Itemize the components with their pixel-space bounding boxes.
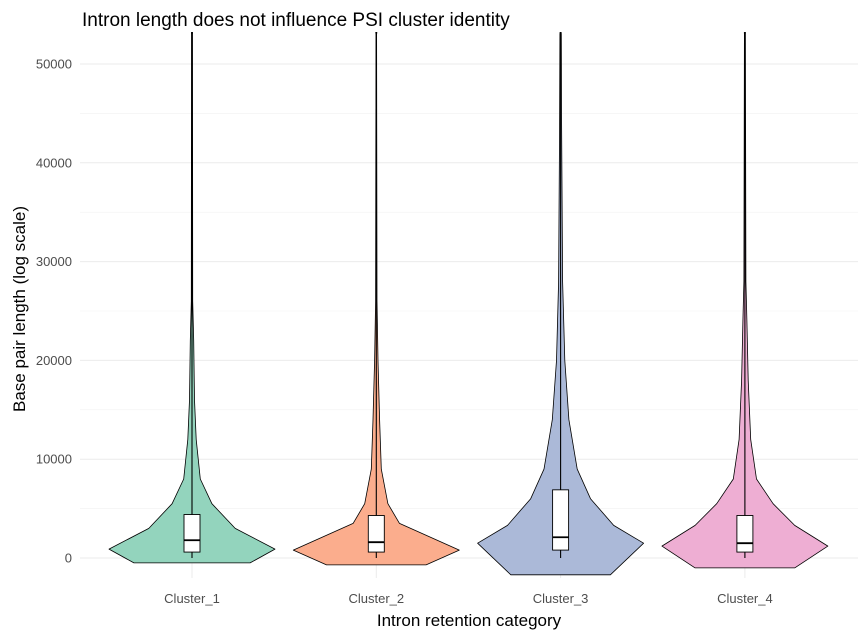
x-tick-label: Cluster_2 [348,591,404,606]
y-axis-title: Base pair length (log scale) [10,206,29,412]
y-axis-tick-labels: 0 10000 20000 30000 40000 50000 [36,57,72,566]
y-tick-label: 50000 [36,57,72,72]
x-tick-label: Cluster_1 [164,591,220,606]
violin-layer [108,31,829,576]
y-tick-label: 40000 [36,155,72,170]
box-iqr [736,515,754,553]
x-axis-title: Intron retention category [377,611,562,630]
box-iqr [183,514,201,553]
chart-title: Intron length does not influence PSI clu… [82,10,510,31]
x-tick-label: Cluster_4 [717,591,773,606]
y-tick-label: 0 [65,551,72,566]
y-tick-label: 20000 [36,353,72,368]
box-iqr [367,515,385,553]
y-tick-label: 10000 [36,452,72,467]
box-iqr [552,489,570,551]
x-axis-tick-labels: Cluster_1 Cluster_2 Cluster_3 Cluster_4 [164,591,773,606]
boxplot-layer [183,32,754,558]
x-tick-label: Cluster_3 [533,591,589,606]
y-tick-label: 30000 [36,254,72,269]
